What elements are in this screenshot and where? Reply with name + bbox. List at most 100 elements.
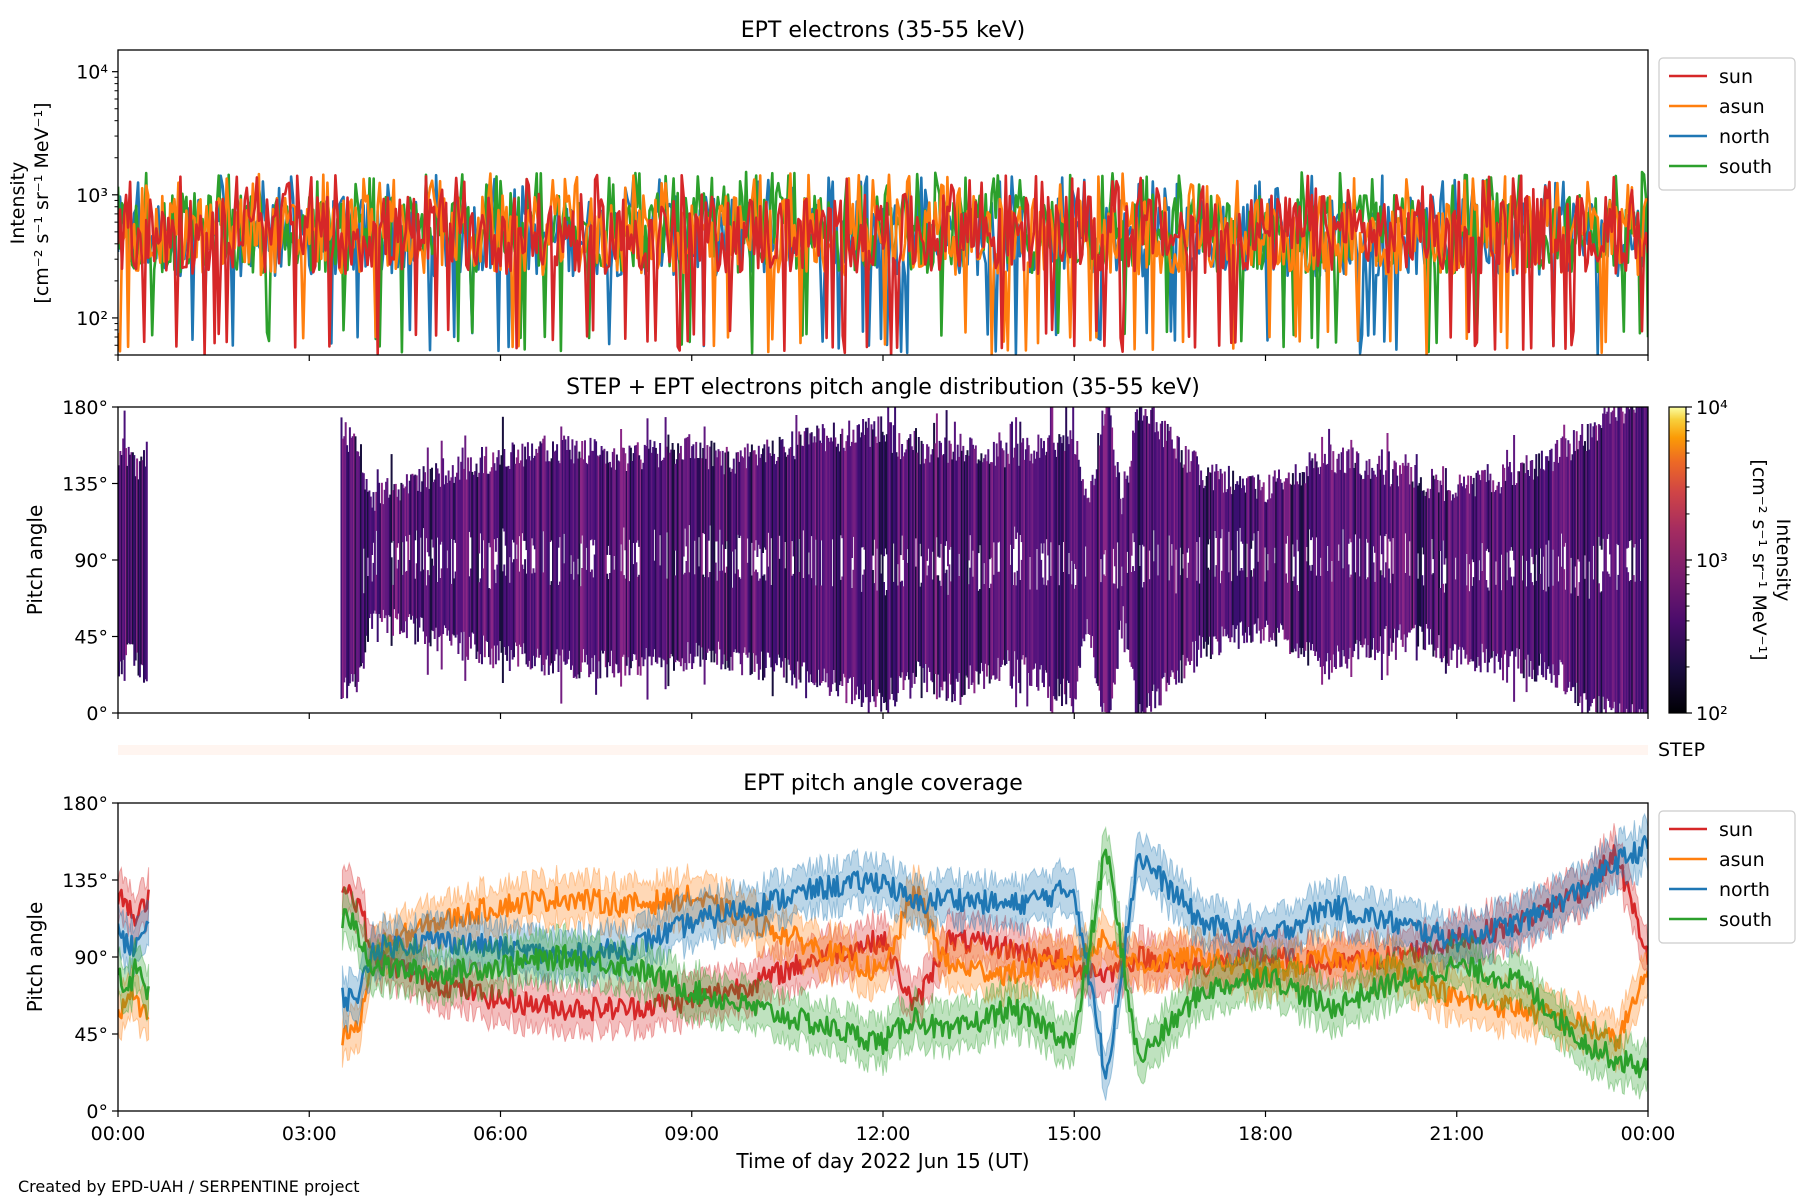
heatmap-cell	[1326, 571, 1329, 654]
heatmap-cell	[1574, 587, 1577, 704]
heatmap-cell	[468, 576, 471, 637]
heatmap-cell	[1177, 437, 1180, 683]
heatmap-cell	[1421, 575, 1424, 632]
heatmap-cell	[549, 584, 552, 666]
heatmap-cell	[1246, 478, 1248, 544]
y-tick-label: 45°	[74, 1024, 108, 1046]
heatmap-cell	[775, 460, 778, 666]
heatmap-cell	[647, 448, 650, 657]
heatmap-cell	[1360, 475, 1363, 645]
heatmap-cell	[873, 583, 876, 702]
heatmap-cell	[890, 422, 892, 678]
heatmap-cell	[1560, 566, 1563, 663]
heatmap-cell	[848, 420, 851, 679]
heatmap-cell	[1151, 407, 1154, 691]
heatmap-cell	[1304, 483, 1307, 651]
heatmap-cell	[863, 569, 866, 685]
heatmap-cell	[467, 457, 470, 660]
heatmap-cell	[1236, 481, 1239, 531]
heatmap-cell	[997, 571, 1000, 658]
heatmap-cell	[542, 438, 545, 532]
heatmap-cell	[638, 455, 641, 547]
heatmap-cell	[547, 461, 550, 675]
heatmap-cell	[1314, 453, 1317, 656]
heatmap-cell	[1379, 570, 1382, 637]
heatmap-cell	[565, 450, 568, 664]
heatmap-cell	[1005, 442, 1008, 664]
heatmap-cell	[592, 577, 595, 672]
heatmap-cell	[1244, 492, 1247, 633]
heatmap-cell	[629, 447, 632, 669]
heatmap-cell	[134, 476, 137, 661]
heatmap-cell	[994, 465, 997, 680]
heatmap-cell	[702, 574, 705, 660]
heatmap-cell	[443, 484, 446, 626]
heatmap-cell	[718, 570, 721, 650]
heatmap-cell	[1268, 474, 1271, 642]
x-tick-label: 09:00	[664, 1123, 719, 1145]
heatmap-cell	[593, 554, 596, 656]
heatmap-cell	[976, 463, 979, 672]
legend-panel3[interactable]: sun asun north south	[1658, 810, 1796, 944]
heatmap-cell	[526, 442, 529, 667]
heatmap-cell	[1308, 565, 1311, 643]
colorbar-tick-label: 10³	[1696, 550, 1728, 572]
heatmap-cell	[536, 452, 539, 649]
heatmap-cell	[716, 580, 719, 665]
heatmap-cell	[557, 585, 560, 672]
heatmap-cell	[1347, 564, 1350, 659]
heatmap-cell	[1531, 460, 1534, 557]
heatmap-cell	[807, 574, 810, 683]
heatmap-cell	[1239, 476, 1242, 528]
heatmap-cell	[1201, 480, 1204, 638]
heatmap-cell	[1435, 474, 1438, 658]
heatmap-cell	[1500, 590, 1503, 658]
heatmap-cell	[1617, 574, 1620, 713]
heatmap-cell	[1515, 483, 1518, 649]
heatmap-cell	[688, 572, 691, 664]
heatmap-cell	[529, 460, 532, 670]
heatmap-cell	[1048, 435, 1051, 687]
heatmap-cell	[1214, 471, 1216, 531]
series-band-sun	[341, 823, 1648, 1043]
panel1-title: EPT electrons (35-55 keV)	[741, 18, 1026, 43]
heatmap-cell	[1065, 407, 1068, 705]
heatmap-cell	[1247, 476, 1250, 627]
heatmap-cell	[1403, 465, 1406, 635]
heatmap-cell	[1056, 442, 1059, 679]
heatmap-cell	[657, 467, 660, 658]
heatmap-cell	[792, 455, 795, 557]
heatmap-cell	[1029, 460, 1031, 557]
heatmap-cell	[624, 578, 627, 676]
heatmap-cell	[1104, 414, 1107, 551]
heatmap-cell	[1389, 583, 1392, 639]
heatmap-cell	[714, 450, 717, 542]
heatmap-cell	[1421, 490, 1424, 548]
heatmap-cell	[1036, 589, 1038, 687]
heatmap-cell	[1112, 449, 1115, 549]
heatmap-cell	[1476, 470, 1479, 657]
heatmap-cell	[1034, 458, 1037, 664]
heatmap-cell	[764, 462, 767, 550]
heatmap-cell	[1234, 484, 1237, 629]
heatmap-cell	[1282, 489, 1285, 630]
heatmap-cell	[1232, 470, 1235, 626]
legend-panel1[interactable]: sun asun north south	[1658, 57, 1796, 191]
heatmap-cell	[1054, 449, 1057, 700]
heatmap-cell	[532, 568, 535, 656]
series-line-south	[118, 958, 150, 1001]
heatmap-cell	[428, 575, 431, 643]
heatmap-cell	[1276, 478, 1279, 628]
heatmap-cell	[458, 479, 461, 644]
heatmap-cell	[422, 466, 425, 529]
heatmap-cell	[496, 457, 499, 538]
heatmap-cell	[1243, 485, 1246, 644]
panel3-ylabel: Pitch angle	[23, 902, 47, 1013]
heatmap-cell	[902, 456, 905, 560]
heatmap-cell	[1166, 424, 1169, 683]
heatmap-cell	[799, 434, 802, 683]
heatmap-cell	[440, 440, 443, 542]
heatmap-cell	[1079, 466, 1082, 668]
heatmap-cell	[1408, 575, 1411, 633]
heatmap-cell	[750, 575, 753, 674]
